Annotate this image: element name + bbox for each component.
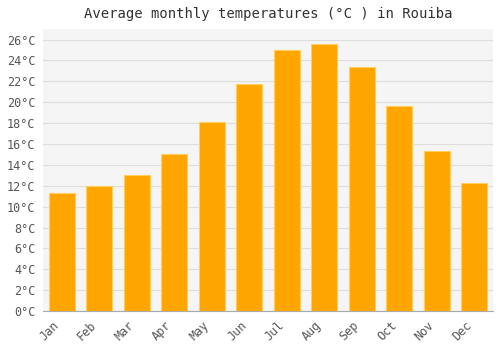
Bar [311,44,338,311]
Bar [198,122,225,311]
Title: Average monthly temperatures (°C ) in Rouiba: Average monthly temperatures (°C ) in Ro… [84,7,452,21]
Bar [424,151,450,311]
Bar [386,106,412,311]
Bar [461,183,487,311]
Bar [236,84,262,311]
Bar [124,175,150,311]
Bar [161,154,188,311]
Bar [274,50,300,311]
Bar [48,193,75,311]
Bar [86,186,113,311]
Bar [348,66,375,311]
